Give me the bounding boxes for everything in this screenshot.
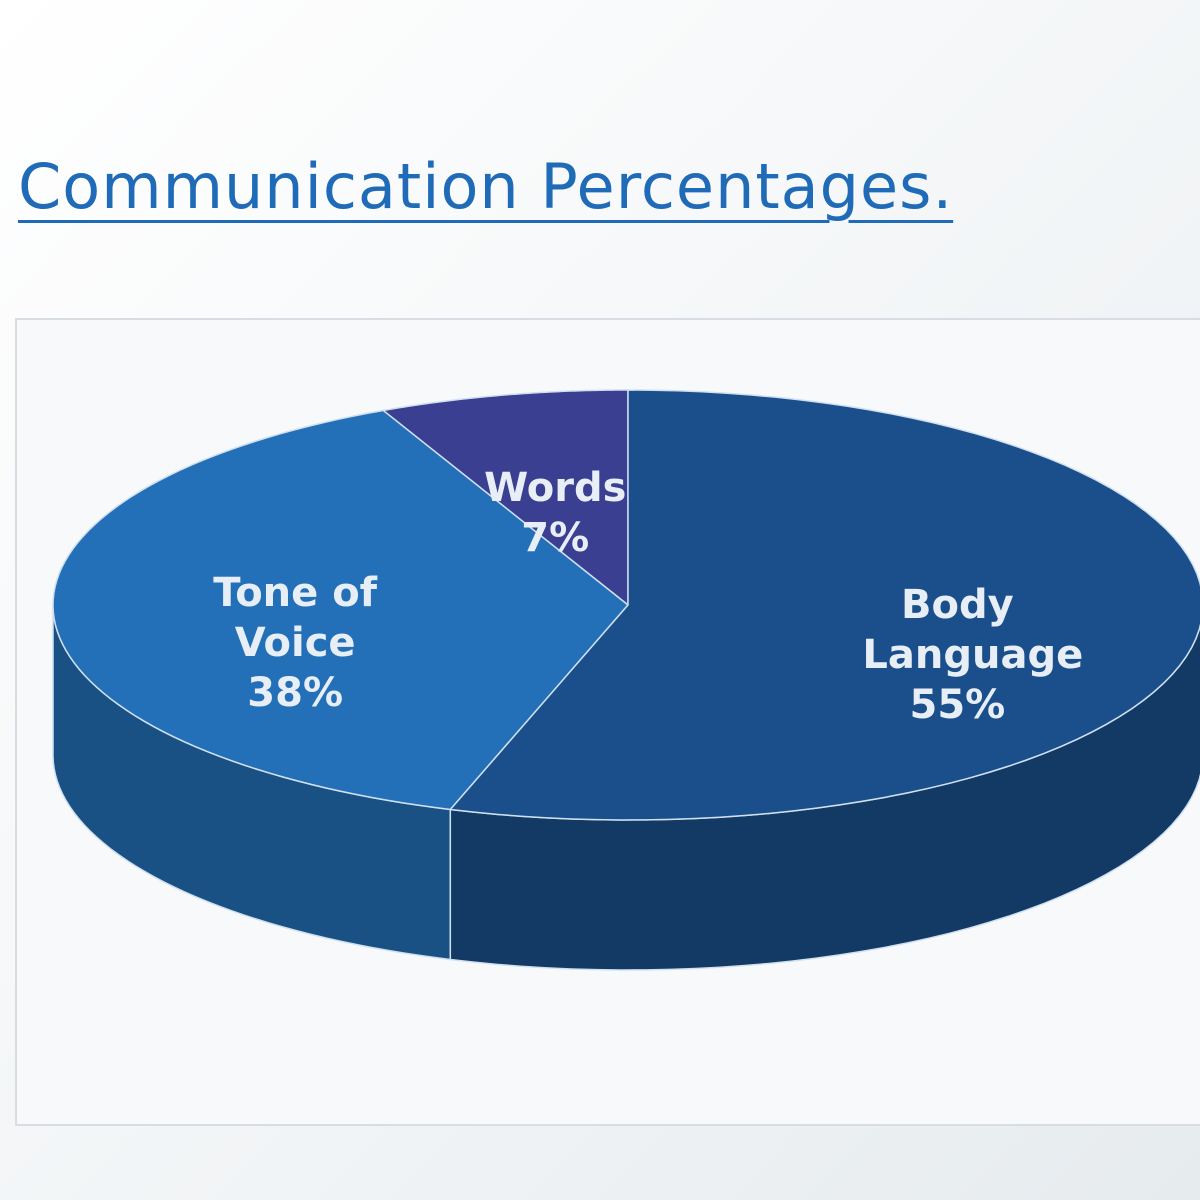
category-label: Words — [484, 465, 627, 512]
pie-slice — [448, 389, 1200, 821]
category-label: Tone of Voice — [213, 569, 378, 666]
pie-slice — [52, 409, 630, 811]
pie-slice — [381, 389, 629, 607]
value-label: 7% — [521, 515, 590, 562]
chart-title: Communication Percentages. — [18, 150, 954, 223]
value-label: 38% — [247, 669, 344, 716]
category-label: Body Language — [862, 581, 1084, 678]
data-label: Words 7% — [460, 463, 650, 563]
data-label: Body Language 55% — [862, 580, 1084, 730]
data-label: Tone of Voice 38% — [200, 568, 390, 718]
value-label: 55% — [909, 681, 1006, 728]
